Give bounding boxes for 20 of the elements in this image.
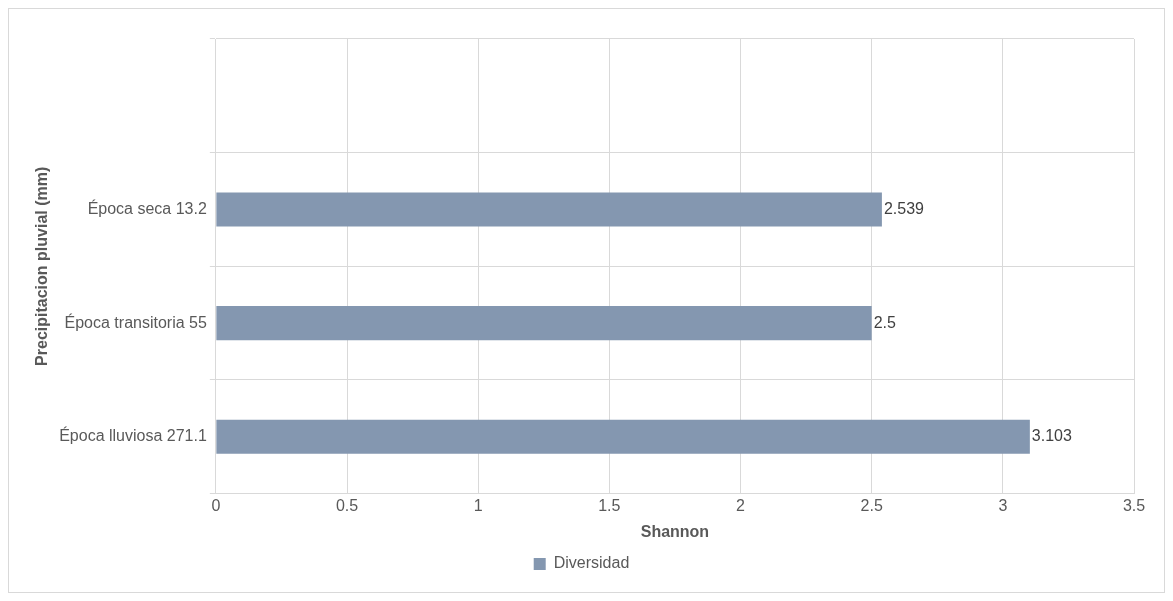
- x-tick-label: 3: [998, 496, 1008, 514]
- data-label: 2.539: [883, 199, 925, 217]
- y-axis-title: Precipitacion pluvial (mm): [33, 166, 51, 366]
- data-label: 3.103: [1031, 427, 1072, 445]
- y-tick-label: Época lluviosa 271.1: [59, 426, 207, 445]
- bar: [216, 192, 882, 227]
- bar: [216, 419, 1030, 454]
- data-label: 2.5: [873, 313, 897, 331]
- bar: [216, 306, 872, 341]
- legend-label: Diversidad: [553, 554, 630, 572]
- x-axis-title: Shannon: [640, 522, 710, 540]
- y-tick-label: Época seca 13.2: [87, 198, 207, 217]
- x-tick-label: 2: [736, 496, 746, 514]
- y-tick-label: Época transitoria 55: [64, 312, 207, 331]
- x-tick-label: 0: [211, 496, 221, 514]
- x-tick-label: 2.5: [860, 496, 883, 514]
- x-tick-label: 0.5: [335, 496, 359, 514]
- x-tick-label: 1.5: [598, 496, 621, 514]
- x-tick-label: 1: [473, 496, 483, 514]
- x-tick-label: 3.5: [1122, 496, 1146, 514]
